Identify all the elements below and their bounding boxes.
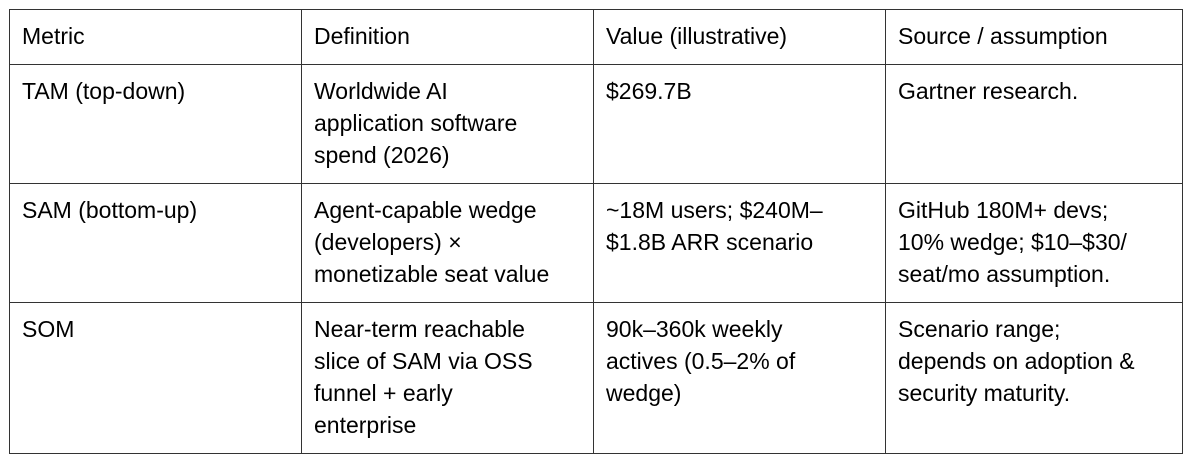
cell-text: SAM (bottom-up) <box>22 197 198 223</box>
table-row-sam: SAM (bottom-up) Agent-capable wedge (dev… <box>9 183 1183 303</box>
cell-text: application software <box>314 110 518 136</box>
cell-text: Worldwide AI <box>314 78 448 104</box>
cell-text: Agent-capable wedge <box>314 197 537 223</box>
cell-sam-definition: Agent-capable wedge (developers) × monet… <box>301 183 594 303</box>
cell-som-value: 90k–360k weekly actives (0.5–2% of wedge… <box>593 302 886 454</box>
cell-som-source: Scenario range; depends on adoption & se… <box>885 302 1183 454</box>
cell-text: $1.8B ARR scenario <box>606 229 814 255</box>
cell-text: 10% wedge; $10–$30/ <box>898 229 1127 255</box>
cell-text: monetizable seat value <box>314 261 550 287</box>
cell-text: security maturity. <box>898 380 1071 406</box>
cell-text: Gartner research. <box>898 78 1079 104</box>
cell-text: slice of SAM via OSS <box>314 348 533 374</box>
cell-text: (developers) × <box>314 229 462 255</box>
cell-text: actives (0.5–2% of <box>606 348 796 374</box>
cell-text: GitHub 180M+ devs; <box>898 197 1109 223</box>
cell-sam-source: GitHub 180M+ devs; 10% wedge; $10–$30/ s… <box>885 183 1183 303</box>
cell-text: TAM (top-down) <box>22 78 186 104</box>
cell-tam-value: $269.7B <box>593 64 886 184</box>
cell-som-metric: SOM <box>9 302 302 454</box>
header-metric-text: Metric <box>22 23 85 49</box>
cell-tam-definition: Worldwide AI application software spend … <box>301 64 594 184</box>
cell-text: funnel + early <box>314 380 453 406</box>
header-cell-source: Source / assumption <box>885 9 1183 65</box>
header-value-text: Value (illustrative) <box>606 23 788 49</box>
cell-text: SOM <box>22 316 75 342</box>
cell-text: 90k–360k weekly <box>606 316 783 342</box>
cell-text: Scenario range; <box>898 316 1061 342</box>
header-cell-value: Value (illustrative) <box>593 9 886 65</box>
cell-text: seat/mo assumption. <box>898 261 1111 287</box>
header-source-text: Source / assumption <box>898 23 1108 49</box>
cell-tam-metric: TAM (top-down) <box>9 64 302 184</box>
header-definition-text: Definition <box>314 23 410 49</box>
cell-text: Near-term reachable <box>314 316 525 342</box>
header-cell-definition: Definition <box>301 9 594 65</box>
cell-text: enterprise <box>314 412 417 438</box>
cell-text: spend (2026) <box>314 142 450 168</box>
cell-tam-source: Gartner research. <box>885 64 1183 184</box>
table-row-som: SOM Near-term reachable slice of SAM via… <box>9 302 1183 454</box>
cell-sam-value: ~18M users; $240M– $1.8B ARR scenario <box>593 183 886 303</box>
cell-text: $269.7B <box>606 78 692 104</box>
cell-som-definition: Near-term reachable slice of SAM via OSS… <box>301 302 594 454</box>
market-sizing-table-container: Metric Definition Value (illustrative) S… <box>9 9 1183 454</box>
cell-text: depends on adoption & <box>898 348 1135 374</box>
table-row-tam: TAM (top-down) Worldwide AI application … <box>9 64 1183 184</box>
market-sizing-table: Metric Definition Value (illustrative) S… <box>9 9 1183 454</box>
table-header-row: Metric Definition Value (illustrative) S… <box>9 9 1183 65</box>
cell-text: ~18M users; $240M– <box>606 197 823 223</box>
header-cell-metric: Metric <box>9 9 302 65</box>
cell-text: wedge) <box>606 380 682 406</box>
cell-sam-metric: SAM (bottom-up) <box>9 183 302 303</box>
